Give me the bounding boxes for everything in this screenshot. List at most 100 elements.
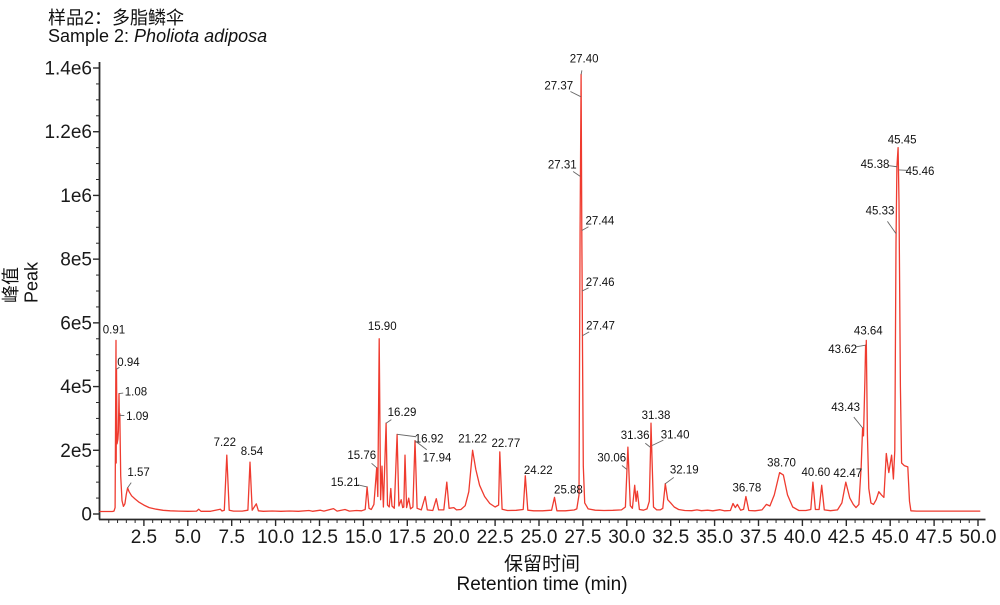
peak-label: 45.33 [866,206,895,218]
peak-label: 21.22 [458,433,487,445]
peak-leader [397,433,417,438]
peak-label: 30.06 [597,452,626,464]
x-tick-label: 25.0 [521,527,558,548]
x-tick-label: 7.5 [218,527,244,548]
peak-label: 15.76 [347,450,376,462]
peak-label: 27.47 [586,321,615,333]
peak-leader [853,416,863,429]
peak-label: 22.77 [491,438,520,450]
y-tick-label: 6e5 [60,313,92,334]
peak-label: 31.38 [642,410,671,422]
x-tick-label: 27.5 [564,527,601,548]
peak-label: 24.22 [524,465,553,477]
title-english: Sample 2: Pholiota adiposa [48,26,267,47]
peak-label: 31.36 [621,430,650,442]
peak-leader [580,70,583,75]
x-tick-label: 2.5 [131,527,157,548]
x-tick-label: 5.0 [175,527,201,548]
peak-label: 27.40 [570,53,599,65]
peak-leader [116,366,120,370]
peak-label: 42.47 [833,468,862,480]
peak-label: 45.38 [861,159,890,171]
peak-leader [664,477,675,485]
y-tick-label: 4e5 [60,377,92,398]
peak-leader [118,392,124,395]
y-tick-label: 2e5 [60,441,92,462]
peak-leader [385,419,392,424]
peak-label: 27.37 [544,81,573,93]
peak-label: 25.88 [554,484,583,496]
peak-label: 16.92 [415,433,444,445]
sample-label: Sample 2: [48,26,135,46]
x-tick-label: 22.5 [477,527,514,548]
peak-label: 43.43 [831,402,860,414]
x-tick-label: 37.5 [740,527,777,548]
peak-leader [127,482,132,489]
x-tick-label: 12.5 [301,527,338,548]
peak-leader [645,442,651,448]
peak-label: 45.45 [888,135,917,147]
y-tick-label: 1.2e6 [44,122,92,143]
peak-leader [572,171,581,177]
peak-label: 38.70 [767,458,796,470]
x-tick-label: 45.0 [872,527,909,548]
peak-label: 36.78 [732,482,761,494]
trace-line [99,73,981,513]
peak-label: 15.90 [368,321,397,333]
title-chinese: 样品2：多脂鳞伞 [48,8,185,28]
peak-label: 1.09 [126,411,148,423]
peak-leader [357,484,368,488]
peak-leader [887,221,897,234]
peak-label: 0.94 [117,357,140,369]
peak-label: 7.22 [214,437,236,449]
y-tick-label: 0 [81,505,92,526]
peak-leader [651,439,664,446]
peak-label: 43.64 [854,325,883,337]
x-tick-label: 40.0 [784,527,821,548]
y-tick-label: 1.4e6 [44,59,92,80]
peak-label: 15.21 [331,477,360,489]
species-name: Pholiota adiposa [134,26,268,46]
peak-leader [581,287,589,292]
peak-label: 31.40 [661,430,690,442]
peak-label: 45.46 [906,166,935,178]
peak-leader [371,462,378,469]
peak-label: 1.08 [125,387,147,399]
peak-label: 8.54 [241,446,264,458]
peak-label: 16.29 [388,407,417,419]
x-tick-label: 47.5 [916,527,953,548]
peak-leader [855,344,866,348]
peak-leader [621,465,628,470]
peak-leader [582,331,590,336]
peak-label: 40.60 [802,467,831,479]
x-axis-title-english: Retention time (min) [456,574,628,595]
x-tick-label: 30.0 [608,527,645,548]
peak-label: 27.44 [585,215,614,227]
peak-label: 17.94 [423,453,452,465]
peak-leader [414,440,428,451]
x-tick-label: 50.0 [960,527,997,548]
x-tick-label: 17.5 [389,527,426,548]
y-axis-title-chinese: 峰值 [1,267,21,303]
peak-label: 27.46 [586,277,615,289]
x-tick-label: 42.5 [828,527,865,548]
peak-label: 1.57 [127,467,149,479]
x-tick-label: 20.0 [433,527,470,548]
peak-leader [581,226,589,231]
x-tick-label: 10.0 [257,527,294,548]
y-tick-label: 8e5 [60,250,92,271]
peak-label: 32.19 [670,465,699,477]
peak-leader [887,165,898,168]
x-tick-label: 32.5 [652,527,689,548]
peak-label: 0.91 [103,324,125,336]
y-axis-title-english: Peak [21,261,42,304]
peak-leader [570,91,581,98]
x-tick-label: 15.0 [345,527,382,548]
peak-label: 27.31 [548,159,577,171]
peak-label: 43.62 [828,344,857,356]
x-tick-label: 35.0 [696,527,733,548]
x-axis-title-chinese: 保留时间 [503,554,580,575]
y-tick-label: 1e6 [60,186,92,207]
